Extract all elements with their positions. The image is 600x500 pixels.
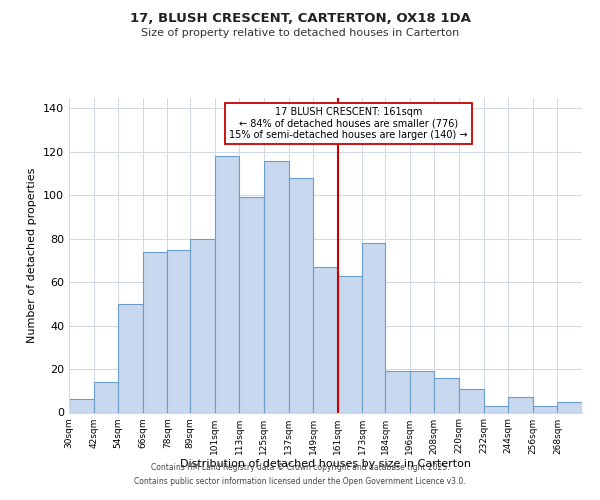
- Bar: [118, 304, 143, 412]
- Bar: [508, 398, 533, 412]
- Text: 17 BLUSH CRESCENT: 161sqm
← 84% of detached houses are smaller (776)
15% of semi: 17 BLUSH CRESCENT: 161sqm ← 84% of detac…: [229, 107, 468, 140]
- Bar: [362, 243, 385, 412]
- Text: 17, BLUSH CRESCENT, CARTERTON, OX18 1DA: 17, BLUSH CRESCENT, CARTERTON, OX18 1DA: [130, 12, 470, 26]
- Bar: [94, 382, 118, 412]
- Bar: [167, 250, 190, 412]
- Bar: [410, 371, 434, 412]
- Bar: [533, 406, 557, 412]
- Text: Contains public sector information licensed under the Open Government Licence v3: Contains public sector information licen…: [134, 477, 466, 486]
- Bar: [69, 400, 94, 412]
- Bar: [190, 238, 215, 412]
- Bar: [289, 178, 313, 412]
- Y-axis label: Number of detached properties: Number of detached properties: [28, 168, 37, 342]
- Bar: [484, 406, 508, 412]
- Bar: [313, 267, 338, 412]
- Bar: [434, 378, 459, 412]
- Bar: [338, 276, 362, 412]
- Bar: [239, 198, 264, 412]
- X-axis label: Distribution of detached houses by size in Carterton: Distribution of detached houses by size …: [180, 460, 471, 469]
- Bar: [264, 160, 289, 412]
- Bar: [385, 371, 410, 412]
- Bar: [143, 252, 167, 412]
- Bar: [557, 402, 582, 412]
- Bar: [459, 388, 484, 412]
- Bar: [215, 156, 239, 412]
- Text: Contains HM Land Registry data © Crown copyright and database right 2025.: Contains HM Land Registry data © Crown c…: [151, 464, 449, 472]
- Text: Size of property relative to detached houses in Carterton: Size of property relative to detached ho…: [141, 28, 459, 38]
